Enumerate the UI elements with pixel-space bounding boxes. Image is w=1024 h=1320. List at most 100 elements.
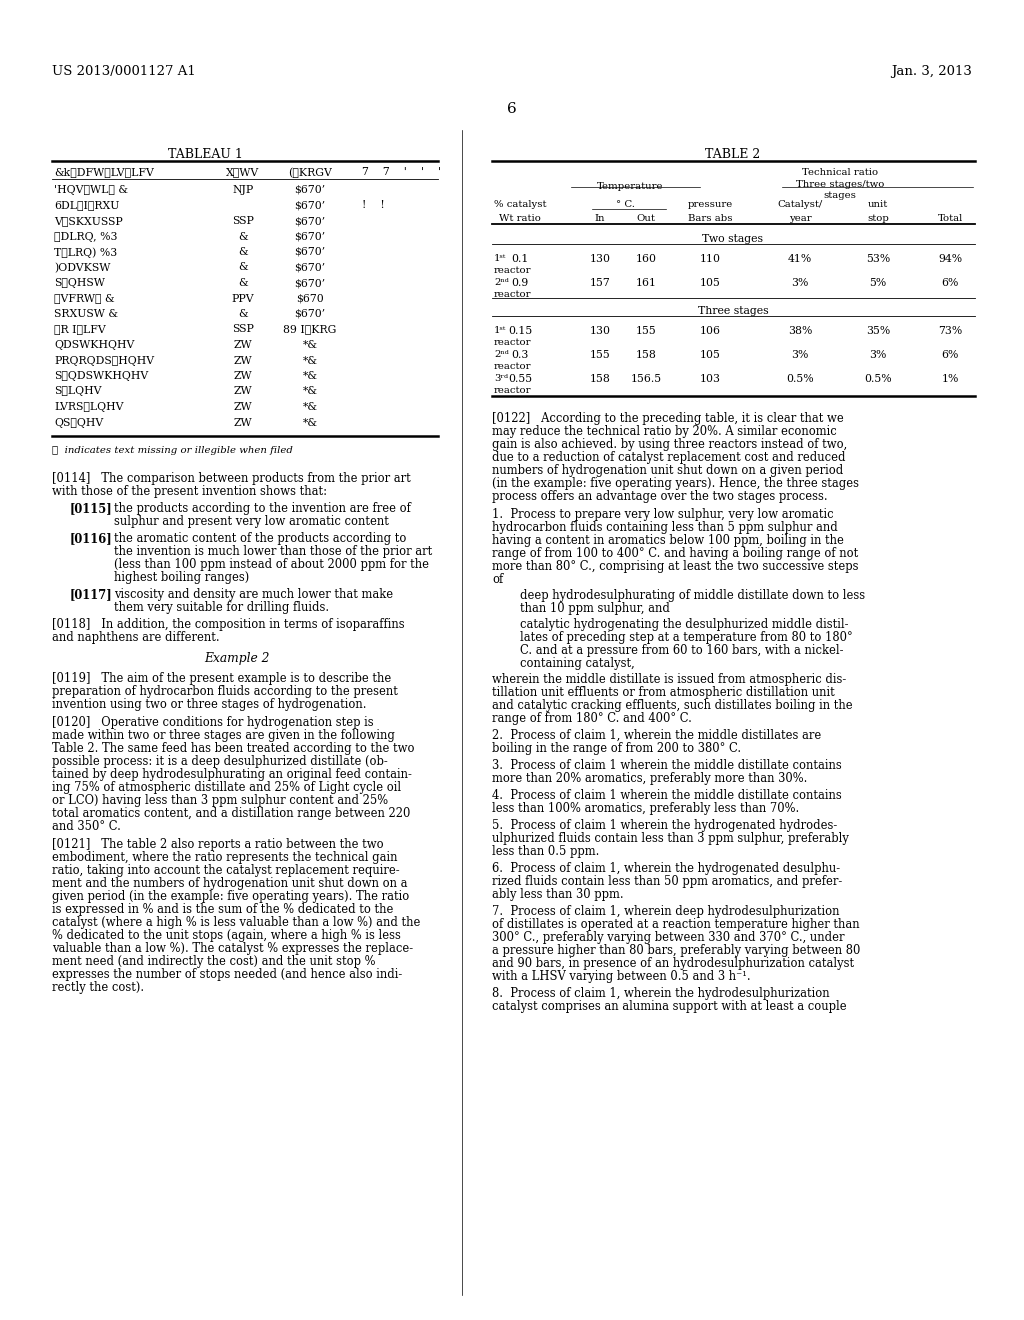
Text: Three stages/two: Three stages/two	[796, 180, 884, 189]
Text: QSⓘQHV: QSⓘQHV	[54, 417, 103, 428]
Text: 3ʳᵈ: 3ʳᵈ	[494, 374, 508, 383]
Text: stop: stop	[867, 214, 889, 223]
Text: ZW: ZW	[233, 387, 252, 396]
Text: 0.5%: 0.5%	[786, 374, 814, 384]
Text: 5%: 5%	[869, 279, 887, 288]
Text: LVRSⓘLQHV: LVRSⓘLQHV	[54, 403, 124, 412]
Text: 38%: 38%	[787, 326, 812, 337]
Text: 1ˢᵗ: 1ˢᵗ	[494, 326, 507, 335]
Text: 6%: 6%	[941, 350, 958, 360]
Text: 157: 157	[590, 279, 610, 288]
Text: Wt ratio: Wt ratio	[499, 214, 541, 223]
Text: 300° C., preferably varying between 330 and 370° C., under: 300° C., preferably varying between 330 …	[492, 931, 845, 944]
Text: 160: 160	[636, 253, 656, 264]
Text: 130: 130	[590, 326, 610, 337]
Text: 4.  Process of claim 1 wherein the middle distillate contains: 4. Process of claim 1 wherein the middle…	[492, 789, 842, 803]
Text: range of from 100 to 400° C. and having a boiling range of not: range of from 100 to 400° C. and having …	[492, 546, 858, 560]
Text: *&: *&	[302, 387, 317, 396]
Text: 3%: 3%	[792, 350, 809, 360]
Text: preparation of hydrocarbon fluids according to the present: preparation of hydrocarbon fluids accord…	[52, 685, 398, 698]
Text: &: &	[239, 309, 248, 319]
Text: tillation unit effluents or from atmospheric distillation unit: tillation unit effluents or from atmosph…	[492, 686, 835, 700]
Text: (less than 100 ppm instead of about 2000 ppm for the: (less than 100 ppm instead of about 2000…	[114, 558, 429, 572]
Text: [0115]: [0115]	[70, 502, 113, 515]
Text: and catalytic cracking effluents, such distillates boiling in the: and catalytic cracking effluents, such d…	[492, 700, 853, 711]
Text: 2ⁿᵈ: 2ⁿᵈ	[494, 279, 509, 286]
Text: total aromatics content, and a distillation range between 220: total aromatics content, and a distillat…	[52, 807, 411, 820]
Text: 89 IⓘKRG: 89 IⓘKRG	[284, 325, 337, 334]
Text: 2ⁿᵈ: 2ⁿᵈ	[494, 350, 509, 359]
Text: [0122]   According to the preceding table, it is clear that we: [0122] According to the preceding table,…	[492, 412, 844, 425]
Text: is expressed in % and is the sum of the % dedicated to the: is expressed in % and is the sum of the …	[52, 903, 393, 916]
Text: XⓘWV: XⓘWV	[226, 168, 260, 177]
Text: pressure: pressure	[687, 201, 732, 209]
Text: unit: unit	[868, 201, 888, 209]
Text: 6.  Process of claim 1, wherein the hydrogenated desulphu-: 6. Process of claim 1, wherein the hydro…	[492, 862, 840, 875]
Text: 1.  Process to prepare very low sulphur, very low aromatic: 1. Process to prepare very low sulphur, …	[492, 508, 834, 521]
Text: ratio, taking into account the catalyst replacement require-: ratio, taking into account the catalyst …	[52, 865, 399, 876]
Text: 0.5%: 0.5%	[864, 374, 892, 384]
Text: ably less than 30 ppm.: ably less than 30 ppm.	[492, 888, 624, 902]
Text: $670’: $670’	[295, 201, 326, 210]
Text: more than 80° C., comprising at least the two successive steps: more than 80° C., comprising at least th…	[492, 560, 858, 573]
Text: stages: stages	[823, 191, 856, 201]
Text: with a LHSV varying between 0.5 and 3 h⁻¹.: with a LHSV varying between 0.5 and 3 h⁻…	[492, 970, 751, 983]
Text: [0116]: [0116]	[70, 532, 113, 545]
Text: them very suitable for drilling fluids.: them very suitable for drilling fluids.	[114, 601, 329, 614]
Text: 0.9: 0.9	[511, 279, 528, 288]
Text: due to a reduction of catalyst replacement cost and reduced: due to a reduction of catalyst replaceme…	[492, 451, 846, 465]
Text: Temperature: Temperature	[597, 182, 664, 191]
Text: possible process: it is a deep desulphurized distillate (ob-: possible process: it is a deep desulphur…	[52, 755, 388, 768]
Text: ZW: ZW	[233, 417, 252, 428]
Text: ⓘDLRQ, %3: ⓘDLRQ, %3	[54, 231, 118, 242]
Text: US 2013/0001127 A1: US 2013/0001127 A1	[52, 65, 196, 78]
Text: $670’: $670’	[295, 247, 326, 257]
Text: $670’: $670’	[295, 231, 326, 242]
Text: Three stages: Three stages	[697, 306, 768, 315]
Text: SⓘLQHV: SⓘLQHV	[54, 387, 101, 396]
Text: ⓘVFRWⓘ &: ⓘVFRWⓘ &	[54, 293, 115, 304]
Text: numbers of hydrogenation unit shut down on a given period: numbers of hydrogenation unit shut down …	[492, 465, 843, 477]
Text: 110: 110	[699, 253, 721, 264]
Text: catalytic hydrogenating the desulphurized middle distil-: catalytic hydrogenating the desulphurize…	[520, 618, 849, 631]
Text: reactor: reactor	[494, 267, 531, 275]
Text: Out: Out	[637, 214, 655, 223]
Text: QDSWKHQHV: QDSWKHQHV	[54, 341, 134, 350]
Text: 94%: 94%	[938, 253, 963, 264]
Text: 130: 130	[590, 253, 610, 264]
Text: less than 100% aromatics, preferably less than 70%.: less than 100% aromatics, preferably les…	[492, 803, 800, 814]
Text: SSP: SSP	[232, 325, 254, 334]
Text: sulphur and present very low aromatic content: sulphur and present very low aromatic co…	[114, 515, 389, 528]
Text: 3.  Process of claim 1 wherein the middle distillate contains: 3. Process of claim 1 wherein the middle…	[492, 759, 842, 772]
Text: valuable than a low %). The catalyst % expresses the replace-: valuable than a low %). The catalyst % e…	[52, 942, 413, 954]
Text: 158: 158	[590, 374, 610, 384]
Text: rectly the cost).: rectly the cost).	[52, 981, 144, 994]
Text: 3%: 3%	[792, 279, 809, 288]
Text: $670: $670	[296, 293, 324, 304]
Text: with those of the present invention shows that:: with those of the present invention show…	[52, 484, 327, 498]
Text: &: &	[239, 279, 248, 288]
Text: ZW: ZW	[233, 371, 252, 381]
Text: 6: 6	[507, 102, 517, 116]
Text: &: &	[239, 247, 248, 257]
Text: 2.  Process of claim 1, wherein the middle distillates are: 2. Process of claim 1, wherein the middl…	[492, 729, 821, 742]
Text: % catalyst: % catalyst	[494, 201, 546, 209]
Text: year: year	[788, 214, 811, 223]
Text: 5.  Process of claim 1 wherein the hydrogenated hydrodes-: 5. Process of claim 1 wherein the hydrog…	[492, 818, 838, 832]
Text: the products according to the invention are free of: the products according to the invention …	[114, 502, 411, 515]
Text: hydrocarbon fluids containing less than 5 ppm sulphur and: hydrocarbon fluids containing less than …	[492, 521, 838, 535]
Text: viscosity and density are much lower that make: viscosity and density are much lower tha…	[114, 587, 393, 601]
Text: $670’: $670’	[295, 309, 326, 319]
Text: ⓘR IⓘLFV: ⓘR IⓘLFV	[54, 325, 105, 334]
Text: or LCO) having less than 3 ppm sulphur content and 25%: or LCO) having less than 3 ppm sulphur c…	[52, 795, 388, 807]
Text: !    !: ! !	[362, 201, 385, 210]
Text: and naphthens are different.: and naphthens are different.	[52, 631, 219, 644]
Text: % dedicated to the unit stops (again, where a high % is less: % dedicated to the unit stops (again, wh…	[52, 929, 400, 942]
Text: (ⓘKRGV: (ⓘKRGV	[288, 168, 332, 178]
Text: 158: 158	[636, 350, 656, 360]
Text: )ODVKSW: )ODVKSW	[54, 263, 111, 273]
Text: PPV: PPV	[231, 293, 254, 304]
Text: deep hydrodesulphurating of middle distillate down to less: deep hydrodesulphurating of middle disti…	[520, 589, 865, 602]
Text: ment and the numbers of hydrogenation unit shut down on a: ment and the numbers of hydrogenation un…	[52, 876, 408, 890]
Text: *&: *&	[302, 341, 317, 350]
